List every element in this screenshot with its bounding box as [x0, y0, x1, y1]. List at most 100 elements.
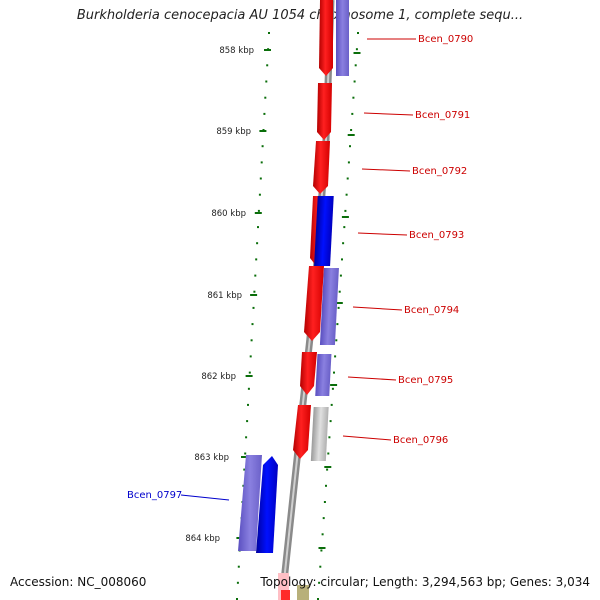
left-scale-tick — [257, 226, 259, 229]
right-scale-tick — [339, 274, 342, 277]
right-scale-tick — [319, 565, 322, 568]
gene-arrow-bottom-partial-olive[interactable] — [297, 585, 309, 600]
gene-arrow-bcen-0794[interactable] — [304, 266, 324, 341]
scale-labels: 858 kbp 859 kbp 860 kbp 861 kbp 862 kbp … — [185, 46, 254, 544]
right-scale-tick — [342, 242, 345, 245]
right-scale-tick — [354, 64, 357, 67]
scale-ticks-right — [317, 32, 361, 600]
gene-labels[interactable]: Bcen_0790 Bcen_0791 Bcen_0792 Bcen_0793 … — [127, 34, 473, 501]
accession-text: Accession: NC_008060 — [10, 575, 147, 589]
left-scale-tick — [255, 258, 258, 261]
gene-arrow-bcen-0791[interactable] — [317, 83, 332, 140]
right-scale-tick — [347, 161, 350, 164]
left-scale-tick — [242, 484, 245, 487]
gene-arrow-bcen-0795-reverse[interactable] — [315, 354, 332, 396]
right-scale-tick — [341, 258, 343, 261]
left-scale-tick — [245, 436, 248, 439]
right-scale-tick — [318, 581, 321, 584]
left-scale-tick — [237, 565, 240, 568]
left-scale-tick — [236, 581, 239, 584]
right-scale-tick — [334, 355, 337, 358]
right-scale-major-tick — [318, 547, 326, 549]
summary-text: Topology: circular; Length: 3,294,563 bp… — [260, 575, 590, 589]
gene-arrow-bcen-0790[interactable] — [319, 0, 333, 76]
right-scale-tick — [335, 339, 338, 342]
left-scale-major-tick — [245, 375, 253, 377]
title: Burkholderia cenocepacia AU 1054 chromos… — [76, 8, 524, 23]
right-scale-tick — [329, 420, 332, 423]
gene-arrow-bcen-0793-reverse[interactable] — [314, 196, 334, 266]
left-scale-tick — [268, 32, 270, 34]
scale-label-863: 863 kbp — [194, 453, 229, 463]
left-scale-tick — [263, 112, 266, 115]
right-scale-tick — [321, 533, 324, 536]
right-scale-tick — [352, 96, 355, 99]
gene-label-bcen-0796[interactable]: Bcen_0796 — [393, 435, 448, 446]
left-scale-tick — [246, 420, 249, 423]
left-scale-tick — [256, 242, 259, 245]
gene-label-bcen-0797[interactable]: Bcen_0797 — [127, 490, 182, 501]
right-scale-tick — [337, 306, 340, 309]
scale-label-859: 859 kbp — [216, 127, 251, 137]
left-scale-tick — [259, 177, 262, 180]
right-scale-tick — [338, 290, 341, 293]
gene-label-bcen-0793[interactable]: Bcen_0793 — [409, 230, 464, 241]
right-scale-tick — [346, 177, 349, 180]
gene-arrow-bcen-0790-reverse[interactable] — [336, 0, 349, 76]
gene-arrow-bcen-0795[interactable] — [300, 352, 317, 395]
right-scale-tick — [350, 129, 353, 131]
left-scale-tick — [261, 145, 264, 148]
left-scale-tick — [264, 96, 267, 99]
gene-arrow-bottom-partial[interactable] — [278, 573, 289, 600]
label-leaders — [180, 38, 416, 501]
right-scale-tick — [357, 32, 359, 34]
gene-arrow-bcen-0797-reverse[interactable] — [256, 456, 278, 553]
right-scale-major-tick — [330, 384, 338, 386]
right-scale-tick — [343, 226, 346, 229]
gene-arrow-bottom-partial-red[interactable] — [281, 590, 290, 600]
scale-label-860: 860 kbp — [211, 209, 246, 219]
gene-label-bcen-0795[interactable]: Bcen_0795 — [398, 375, 453, 386]
right-scale-tick — [325, 484, 327, 487]
gene-arrows[interactable] — [238, 0, 349, 600]
gene-label-bcen-0791[interactable]: Bcen_0791 — [415, 110, 470, 121]
right-scale-tick — [345, 193, 348, 196]
gene-label-bcen-0790[interactable]: Bcen_0790 — [418, 34, 473, 45]
gene-label-bcen-0794[interactable]: Bcen_0794 — [404, 305, 459, 316]
left-scale-tick — [254, 274, 257, 277]
right-scale-tick — [328, 436, 331, 439]
gene-arrow-bcen-0797[interactable] — [238, 455, 262, 551]
right-scale-tick — [330, 403, 333, 406]
gene-arrow-bcen-0796[interactable] — [293, 405, 311, 459]
right-scale-major-tick — [353, 52, 361, 54]
gene-label-bcen-0792[interactable]: Bcen_0792 — [412, 166, 467, 177]
right-scale-tick — [333, 371, 335, 374]
right-scale-tick — [349, 145, 351, 148]
left-scale-tick — [260, 161, 263, 164]
right-scale-tick — [327, 452, 330, 455]
left-scale-tick — [251, 323, 254, 326]
right-scale-tick — [336, 323, 339, 326]
left-scale-tick — [247, 403, 249, 406]
left-scale-tick — [250, 339, 253, 342]
gene-arrow-bcen-0796-gray[interactable] — [310, 407, 329, 461]
right-scale-tick — [317, 598, 319, 600]
right-scale-major-tick — [341, 216, 349, 218]
left-scale-major-tick — [254, 212, 262, 214]
right-scale-tick — [320, 549, 323, 552]
left-scale-major-tick — [250, 294, 258, 296]
left-scale-major-tick — [241, 456, 248, 458]
scale-label-864: 864 kbp — [185, 534, 220, 544]
left-scale-tick — [244, 452, 247, 455]
left-scale-tick — [249, 355, 252, 358]
right-scale-tick — [353, 80, 356, 83]
scale-label-858: 858 kbp — [219, 46, 254, 56]
right-scale-major-tick — [347, 134, 355, 136]
gene-arrow-bcen-0794-reverse[interactable] — [319, 268, 339, 345]
scale-label-862: 862 kbp — [201, 372, 236, 382]
left-scale-tick — [257, 209, 260, 212]
left-scale-tick — [252, 306, 255, 309]
gene-arrow-bcen-0792[interactable] — [313, 141, 330, 194]
left-scale-major-tick — [264, 49, 271, 51]
